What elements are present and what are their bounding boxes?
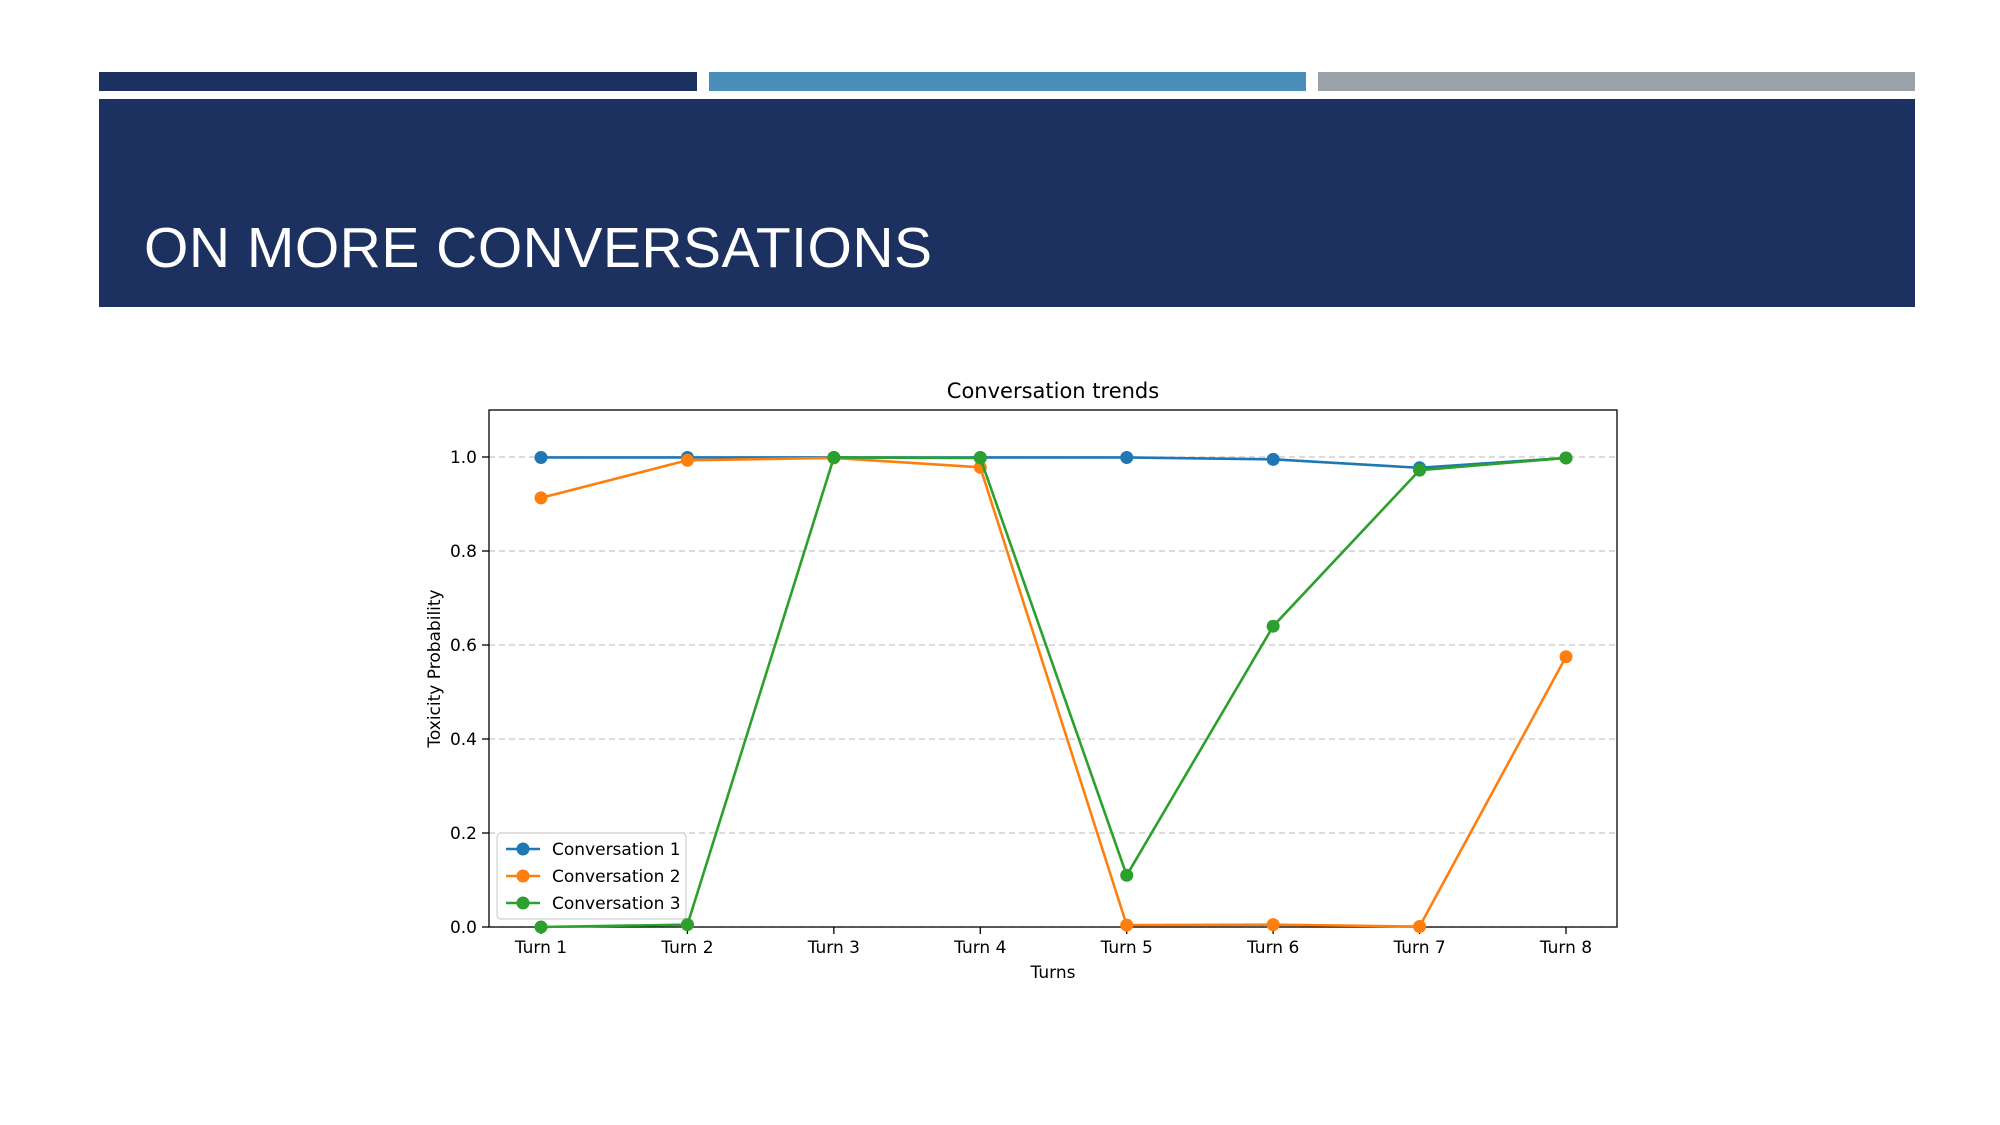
y-tick-label: 0.8 — [450, 542, 477, 562]
plot-area-frame — [488, 409, 1618, 928]
data-point — [1120, 868, 1134, 882]
legend-swatch-marker — [516, 869, 530, 883]
series-line — [540, 456, 1567, 929]
x-tick-label: Turn 4 — [953, 938, 1006, 958]
slide-title: ON MORE CONVERSATIONS — [144, 216, 933, 280]
x-tick-label: Turn 5 — [1100, 938, 1153, 958]
data-point — [534, 450, 548, 464]
data-point — [1266, 918, 1280, 932]
series-line — [540, 456, 1568, 928]
data-point — [534, 491, 548, 505]
x-tick-label: Turn 8 — [1539, 938, 1592, 958]
x-tick-label: Turn 1 — [514, 938, 567, 958]
x-axis-title: Turns — [1030, 963, 1076, 983]
legend-swatch-marker — [516, 842, 530, 856]
y-tick-label: 0.0 — [450, 918, 477, 938]
legend-swatch-marker — [516, 896, 530, 910]
x-tick-label: Turn 3 — [807, 938, 860, 958]
y-tick-label: 0.2 — [450, 824, 477, 844]
y-axis-title: Toxicity Probability — [425, 589, 445, 748]
y-tick-label: 0.4 — [450, 730, 477, 750]
legend-box — [496, 832, 687, 920]
data-point — [1120, 918, 1134, 932]
series-lines — [534, 450, 1573, 934]
series-3 — [534, 450, 1573, 934]
header-accent-bar-blue — [709, 72, 1306, 91]
header-accent-bar-gray — [1318, 72, 1915, 91]
series-2 — [534, 451, 1573, 934]
x-tick-label: Turn 7 — [1392, 938, 1445, 958]
legend-label: Conversation 2 — [552, 867, 681, 887]
legend-item: Conversation 1 — [506, 840, 681, 860]
chart-title: Conversation trends — [947, 379, 1159, 403]
legend: Conversation 1 Conversation 2 Conversation… — [496, 832, 687, 920]
data-point — [680, 918, 694, 932]
header-accent-bar-navy — [99, 72, 697, 91]
data-point — [1413, 463, 1427, 477]
y-tick-label: 0.6 — [450, 636, 477, 656]
data-point — [1120, 450, 1134, 464]
data-point — [1559, 650, 1573, 664]
data-point — [827, 450, 841, 464]
x-tick-label: Turn 6 — [1246, 938, 1299, 958]
legend-item: Conversation 2 — [506, 867, 681, 887]
legend-label: Conversation 3 — [552, 894, 681, 914]
series-line — [541, 456, 1567, 470]
title-band: ON MORE CONVERSATIONS — [99, 99, 1915, 307]
data-point — [680, 453, 694, 467]
data-point — [1559, 451, 1573, 465]
data-point — [1266, 619, 1280, 633]
axis-ticks: 0.0 0.2 0.4 0.6 0.8 1.0 Turn 1 Turn 2 Turn 3 Turn… — [450, 448, 1592, 958]
y-tick-label: 1.0 — [450, 448, 477, 468]
x-tick-label: Turn 2 — [660, 938, 713, 958]
data-point — [1266, 452, 1280, 466]
data-point — [973, 451, 987, 465]
data-point — [1413, 920, 1427, 934]
data-point — [534, 920, 548, 934]
legend-item: Conversation 3 — [506, 894, 681, 914]
legend-label: Conversation 1 — [552, 840, 681, 860]
